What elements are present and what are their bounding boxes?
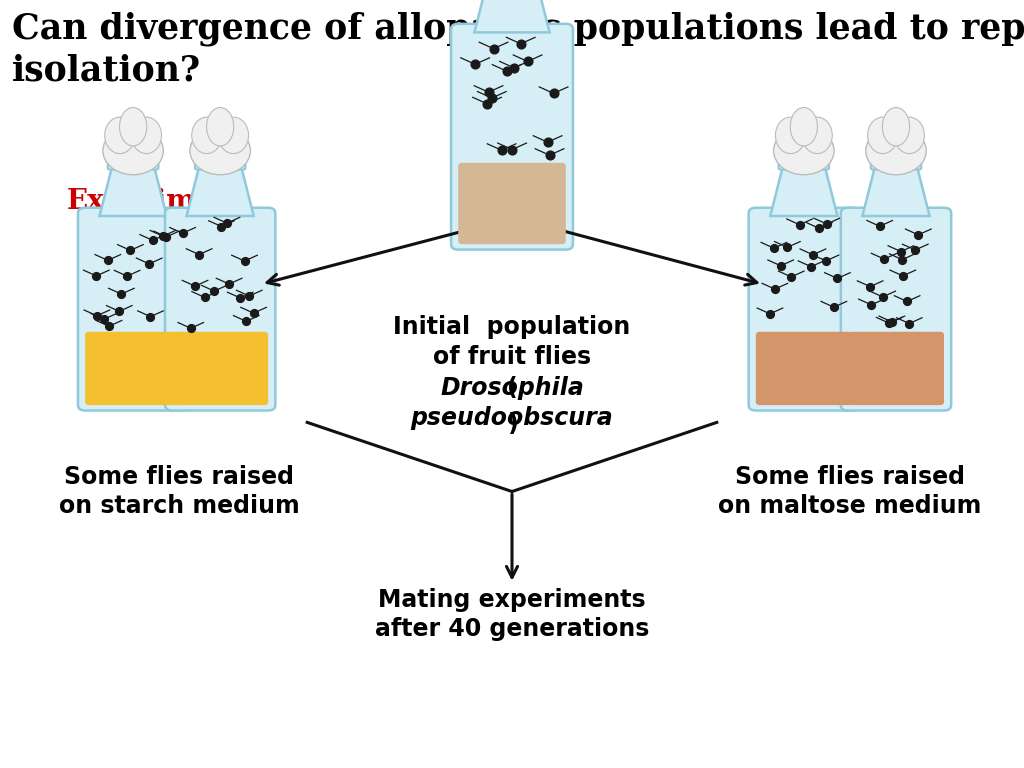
FancyBboxPatch shape xyxy=(165,207,275,410)
Text: Some flies raised
on starch medium: Some flies raised on starch medium xyxy=(58,465,300,518)
Text: isolation?: isolation? xyxy=(12,54,202,88)
FancyBboxPatch shape xyxy=(870,155,922,170)
Ellipse shape xyxy=(865,127,927,175)
Ellipse shape xyxy=(773,127,835,175)
FancyBboxPatch shape xyxy=(451,24,573,250)
Polygon shape xyxy=(474,0,550,32)
Polygon shape xyxy=(862,164,930,216)
FancyBboxPatch shape xyxy=(778,155,829,170)
Ellipse shape xyxy=(894,118,925,154)
Text: Drosophila
pseudoobscura: Drosophila pseudoobscura xyxy=(411,376,613,430)
Ellipse shape xyxy=(131,118,162,154)
Ellipse shape xyxy=(189,127,251,175)
FancyBboxPatch shape xyxy=(848,332,944,406)
FancyBboxPatch shape xyxy=(459,163,565,244)
FancyBboxPatch shape xyxy=(756,332,852,406)
Ellipse shape xyxy=(120,108,146,146)
Ellipse shape xyxy=(802,118,833,154)
Text: (​: (​ xyxy=(507,376,517,400)
Text: Experiment: Experiment xyxy=(67,188,247,215)
Ellipse shape xyxy=(104,118,135,154)
FancyBboxPatch shape xyxy=(172,332,268,406)
Polygon shape xyxy=(770,164,838,216)
FancyBboxPatch shape xyxy=(749,207,859,410)
Ellipse shape xyxy=(883,108,909,146)
Text: Can divergence of allopatric populations lead to reproductive: Can divergence of allopatric populations… xyxy=(12,12,1024,46)
Ellipse shape xyxy=(191,118,222,154)
FancyBboxPatch shape xyxy=(195,155,246,170)
FancyBboxPatch shape xyxy=(78,207,188,410)
Ellipse shape xyxy=(775,118,806,154)
Text: Mating experiments
after 40 generations: Mating experiments after 40 generations xyxy=(375,588,649,641)
Polygon shape xyxy=(99,164,167,216)
FancyBboxPatch shape xyxy=(841,207,951,410)
FancyBboxPatch shape xyxy=(108,155,159,170)
Text: ): ) xyxy=(507,412,517,436)
Text: Initial  population
of fruit flies: Initial population of fruit flies xyxy=(393,315,631,369)
Ellipse shape xyxy=(791,108,817,146)
Ellipse shape xyxy=(867,118,898,154)
FancyBboxPatch shape xyxy=(85,332,181,406)
Polygon shape xyxy=(186,164,254,216)
Ellipse shape xyxy=(218,118,249,154)
Text: Some flies raised
on maltose medium: Some flies raised on maltose medium xyxy=(718,465,982,518)
Ellipse shape xyxy=(207,108,233,146)
Ellipse shape xyxy=(102,127,164,175)
